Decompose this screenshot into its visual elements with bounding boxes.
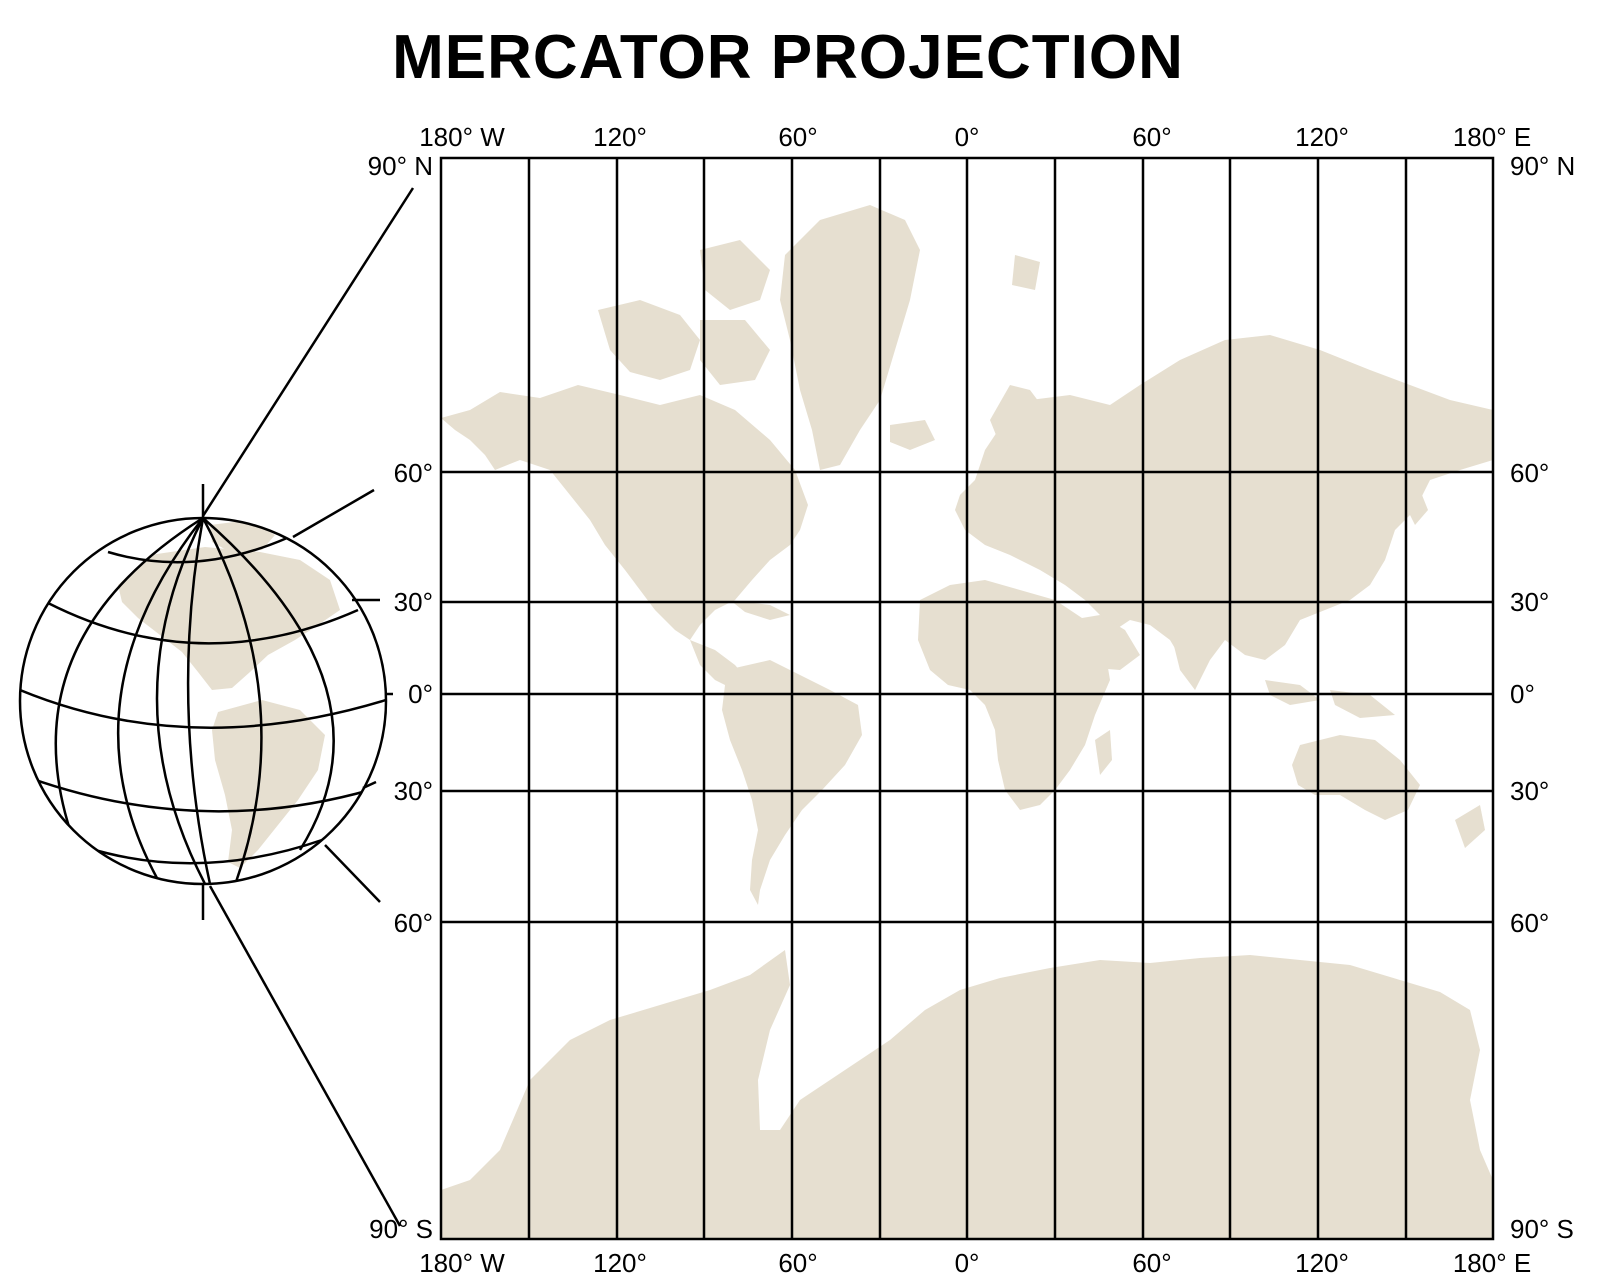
lat-label: 90° S: [369, 1214, 433, 1244]
diagram-title: MERCATOR PROJECTION: [392, 23, 1184, 92]
longitude-labels-bottom: 180° W 120° 60° 0° 60° 120° 180° E: [419, 1248, 1531, 1278]
lat-label: 0°: [408, 679, 433, 709]
lon-label: 120°: [1295, 122, 1349, 152]
lon-label: 180° W: [419, 1248, 505, 1278]
lon-label: 180° E: [1453, 1248, 1531, 1278]
lat-label: 90° S: [1510, 1214, 1574, 1244]
lat-label: 30°: [1510, 587, 1549, 617]
leader-lines: [201, 187, 415, 1227]
lon-label: 60°: [778, 122, 817, 152]
lon-label: 60°: [1132, 122, 1171, 152]
lon-label: 60°: [778, 1248, 817, 1278]
lon-label: 120°: [1295, 1248, 1349, 1278]
lat-label: 60°: [1510, 458, 1549, 488]
lon-label: 120°: [593, 122, 647, 152]
lat-label: 0°: [1510, 679, 1535, 709]
lon-label: 0°: [955, 122, 980, 152]
globe-land: [118, 520, 340, 868]
globe: [18, 484, 388, 920]
lat-label: 60°: [1510, 908, 1549, 938]
latitude-labels-left: 90° N 60° 30° 0° 30° 60° 90° S: [368, 151, 433, 1244]
map-grid: [439, 156, 1495, 1241]
lon-label: 60°: [1132, 1248, 1171, 1278]
latitude-labels-right: 90° N 60° 30° 0° 30° 60° 90° S: [1510, 151, 1575, 1244]
lat-label: 30°: [394, 587, 433, 617]
lon-label: 180° W: [419, 122, 505, 152]
lat-label: 90° N: [1510, 151, 1575, 181]
longitude-labels-top: 180° W 120° 60° 0° 60° 120° 180° E: [419, 122, 1531, 152]
lon-label: 0°: [955, 1248, 980, 1278]
lat-label: 60°: [394, 908, 433, 938]
lat-label: 30°: [1510, 776, 1549, 806]
lon-label: 180° E: [1453, 122, 1531, 152]
lat-label: 60°: [394, 458, 433, 488]
lat-label: 30°: [394, 776, 433, 806]
lon-label: 120°: [593, 1248, 647, 1278]
lat-label: 90° N: [368, 151, 433, 181]
